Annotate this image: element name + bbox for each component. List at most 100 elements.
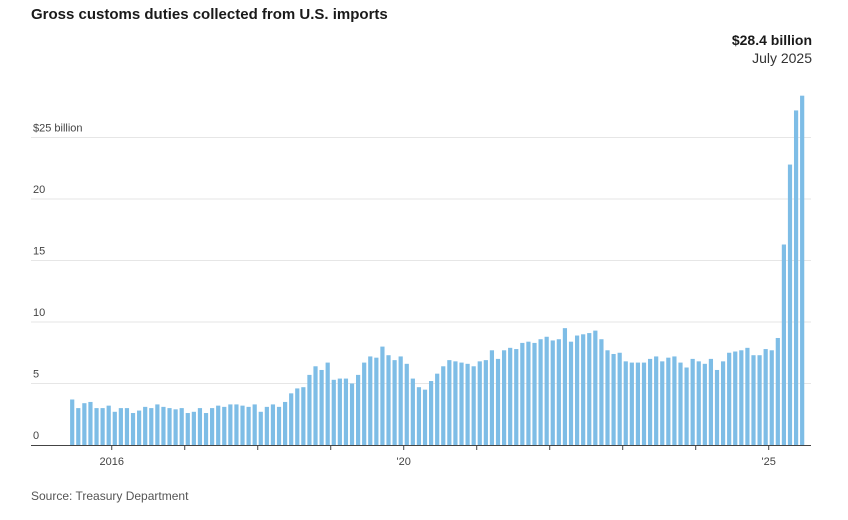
gridlines	[31, 137, 811, 384]
bar	[708, 358, 714, 445]
bar	[410, 378, 415, 445]
bar	[240, 405, 245, 445]
bar	[739, 350, 744, 445]
bar	[191, 411, 196, 445]
bar	[76, 408, 81, 445]
bar	[179, 408, 184, 445]
bar	[161, 406, 166, 445]
bar	[301, 387, 306, 445]
bar	[471, 366, 476, 445]
y-tick-label: 10	[33, 307, 45, 319]
bar	[276, 406, 282, 445]
bar	[441, 366, 446, 445]
bar	[574, 335, 580, 445]
bar	[745, 347, 750, 445]
bar	[787, 164, 793, 445]
bar	[94, 408, 99, 445]
chart-title: Gross customs duties collected from U.S.…	[31, 6, 388, 23]
bar	[647, 358, 653, 445]
bar	[538, 339, 543, 445]
bar	[751, 355, 756, 445]
bar	[197, 408, 203, 445]
bar	[137, 410, 142, 445]
axes: 0 5 10 15 20 $25 billion 2016 '20 '25	[31, 123, 811, 468]
bar	[666, 357, 671, 445]
bar	[283, 401, 288, 445]
bar	[374, 357, 379, 445]
bar	[593, 330, 598, 445]
bar	[380, 346, 385, 445]
bar	[641, 362, 647, 445]
bar	[337, 378, 342, 445]
bar	[100, 408, 105, 445]
bar	[118, 408, 123, 445]
bar	[514, 349, 519, 445]
bar	[556, 339, 561, 445]
bar	[155, 404, 160, 445]
bar	[757, 355, 762, 445]
bar	[368, 356, 373, 445]
y-tick-label: 5	[33, 369, 39, 381]
bar	[447, 360, 452, 445]
bar	[489, 350, 495, 445]
bar	[289, 393, 294, 445]
bar	[203, 413, 209, 445]
bar	[599, 339, 604, 445]
bar	[307, 374, 312, 445]
bar	[216, 405, 221, 445]
bar	[696, 361, 701, 445]
bar	[526, 341, 531, 445]
bar	[611, 353, 616, 445]
bar	[435, 373, 440, 445]
bar	[106, 405, 111, 445]
bar	[769, 350, 774, 445]
bar	[422, 389, 428, 445]
bar	[702, 363, 707, 445]
bar	[295, 388, 300, 445]
bar	[112, 411, 117, 445]
y-tick-label: 20	[33, 184, 45, 196]
bar	[733, 351, 738, 445]
bar	[325, 362, 330, 445]
bar	[210, 408, 215, 445]
bar	[404, 363, 409, 445]
bar	[270, 404, 276, 445]
bar	[605, 350, 610, 445]
bar	[130, 413, 136, 445]
bar	[568, 341, 574, 445]
bar	[428, 381, 434, 445]
bar	[781, 244, 787, 445]
bar	[587, 333, 592, 445]
bar	[465, 363, 470, 445]
y-tick-label: $25 billion	[33, 123, 83, 135]
bar	[453, 361, 458, 445]
bar	[228, 404, 233, 445]
x-tick-label: '25	[762, 456, 776, 468]
bar	[234, 404, 239, 445]
bar	[392, 360, 397, 445]
bar	[319, 369, 324, 445]
bar	[124, 408, 130, 445]
latest-date-callout: July 2025	[752, 50, 812, 66]
bar	[629, 362, 634, 445]
bar	[477, 361, 482, 445]
source-note: Source: Treasury Department	[31, 489, 189, 503]
bar	[143, 406, 148, 445]
bar	[793, 110, 799, 445]
bar	[562, 328, 568, 445]
bar	[690, 358, 695, 445]
bar	[149, 408, 154, 445]
bar	[672, 356, 677, 445]
bar	[635, 362, 641, 445]
bar	[173, 409, 178, 445]
bar	[720, 361, 726, 445]
bar	[222, 406, 227, 445]
bar	[550, 340, 555, 445]
bar	[660, 361, 665, 445]
bar	[264, 406, 269, 445]
bar	[520, 342, 525, 445]
bar	[727, 352, 732, 445]
bar	[167, 408, 172, 445]
bar	[678, 362, 683, 445]
y-tick-label: 15	[33, 246, 45, 258]
